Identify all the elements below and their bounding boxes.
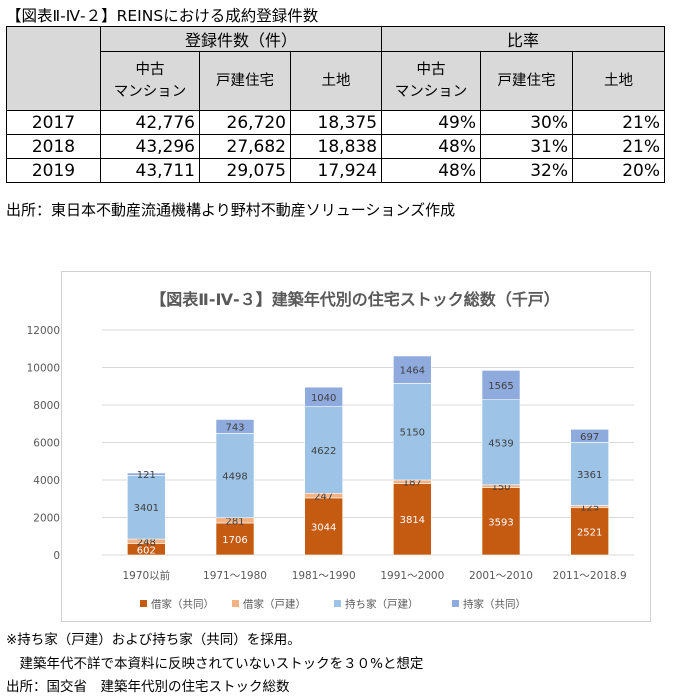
table-cell: 43,711	[100, 158, 200, 183]
data-label: 4539	[488, 438, 513, 449]
sub-header-row: 中古 マンション 戸建住宅 土地 中古 マンション 戸建住宅 土地	[7, 51, 666, 111]
table-cell: 48%	[381, 158, 482, 183]
bar-segment	[481, 370, 521, 401]
row-year: 2018	[6, 134, 101, 159]
data-label: 1464	[400, 366, 425, 377]
data-label: 602	[137, 545, 156, 556]
table-cell: 42,776	[100, 110, 200, 135]
y-tick-label: 2000	[33, 513, 60, 525]
data-label: 281	[225, 516, 244, 527]
data-label: 1706	[222, 535, 247, 546]
bar-segment	[393, 383, 432, 481]
row-year: 2017	[6, 110, 101, 135]
legend-swatch	[334, 600, 341, 607]
table-row: 2018 43,296 27,682 18,838 48% 31% 21%	[6, 134, 666, 159]
data-label: 5150	[400, 428, 425, 439]
x-tick-label: 2011～2018.9	[553, 570, 627, 582]
data-label: 247	[314, 492, 333, 503]
data-label: 4498	[222, 472, 247, 483]
data-label: 3044	[311, 522, 336, 533]
sub-header-cell: 中古 マンション	[381, 51, 482, 111]
sub-header-cell: 土地	[572, 51, 666, 111]
bar-segment	[304, 497, 343, 556]
data-label: 1040	[311, 393, 336, 404]
table-title: 【図表Ⅱ-Ⅳ-２】REINSにおける成約登録件数	[6, 7, 319, 25]
bar-segment	[304, 386, 343, 407]
legend-label: 持家（共同）	[463, 598, 526, 611]
table-cell: 27,682	[199, 134, 291, 159]
y-tick-label: 12000	[27, 325, 60, 337]
y-tick-label: 0	[53, 550, 60, 562]
x-tick-label: 1991～2000	[380, 570, 444, 582]
x-tick-label: 1971～1980	[203, 570, 267, 582]
sub-header-cell: 戸建住宅	[199, 51, 291, 111]
data-label: 697	[580, 432, 599, 443]
bar-segment	[215, 522, 255, 556]
bar-segment	[570, 428, 609, 443]
table-cell: 20%	[572, 158, 666, 183]
y-tick-label: 6000	[33, 438, 60, 450]
table-row: 2019 43,711 29,075 17,924 48% 32% 20%	[6, 158, 666, 183]
data-label: 2521	[577, 527, 602, 538]
bar-segment	[304, 406, 343, 494]
data-label: 121	[137, 470, 156, 481]
bar-segment	[393, 483, 432, 556]
data-label: 187	[403, 478, 422, 489]
data-label: 3361	[577, 470, 602, 481]
group-header-count: 登録件数（件）	[99, 26, 383, 52]
table-cell: 49%	[381, 110, 482, 135]
data-label: 125	[580, 503, 599, 514]
data-label: 743	[225, 422, 244, 433]
bar-segment	[215, 419, 255, 434]
chart-source: 出所：国交省 建築年代別の住宅ストック総数	[6, 679, 290, 695]
bar-segment	[481, 487, 521, 556]
table-cell: 32%	[480, 158, 574, 183]
legend-label: 借家（戸建）	[243, 598, 306, 611]
y-tick-label: 8000	[33, 400, 60, 412]
bar-segment	[393, 355, 432, 384]
table-cell: 17,924	[289, 158, 383, 183]
table-source: 出所：東日本不動産流通機構より野村不動産ソリューションズ作成	[6, 201, 456, 219]
x-tick-label: 1981～1990	[292, 570, 356, 582]
data-label: 3401	[134, 503, 159, 514]
bar-segment	[215, 433, 255, 519]
x-tick-label: 1970以前	[122, 569, 170, 582]
sub-header-cell: 中古 マンション	[100, 51, 200, 111]
legend-swatch	[232, 600, 239, 607]
data-label: 3593	[488, 517, 513, 528]
bar-segment	[127, 474, 166, 540]
bar-segment	[127, 472, 166, 476]
table-cell: 29,075	[199, 158, 291, 183]
data-label: 150	[491, 482, 510, 493]
data-label: 248	[137, 537, 156, 548]
x-tick-label: 2001～2010	[469, 570, 533, 582]
legend-swatch	[452, 600, 459, 607]
data-label: 4622	[311, 446, 336, 457]
chart-note-2: 建築年代不詳で本資料に反映されていないストックを３０%と想定	[6, 656, 424, 672]
table-cell: 48%	[381, 134, 482, 159]
row-year: 2019	[6, 158, 101, 183]
y-tick-label: 10000	[27, 363, 60, 375]
data-label: 3814	[400, 515, 425, 526]
table-cell: 31%	[480, 134, 574, 159]
legend-swatch	[140, 600, 147, 607]
registration-table: 登録件数（件） 比率 中古 マンション 戸建住宅 土地 中古 マンション 戸建住宅 …	[6, 26, 666, 183]
y-tick-label: 4000	[33, 475, 60, 487]
group-header-row: 登録件数（件） 比率	[6, 26, 666, 111]
data-label: 1565	[488, 381, 513, 392]
legend-label: 持ち家（戸建）	[345, 598, 419, 611]
chart-title: 【図表Ⅱ-Ⅳ-３】建築年代別の住宅ストック総数（千戸）	[150, 290, 560, 309]
table-cell: 26,720	[199, 110, 291, 135]
table-cell: 43,296	[100, 134, 200, 159]
legend-label: 借家（共同）	[151, 598, 214, 611]
bar-segment	[570, 442, 609, 506]
chart-note-1: ※持ち家（戸建）および持ち家（共同）を採用。	[6, 632, 301, 648]
